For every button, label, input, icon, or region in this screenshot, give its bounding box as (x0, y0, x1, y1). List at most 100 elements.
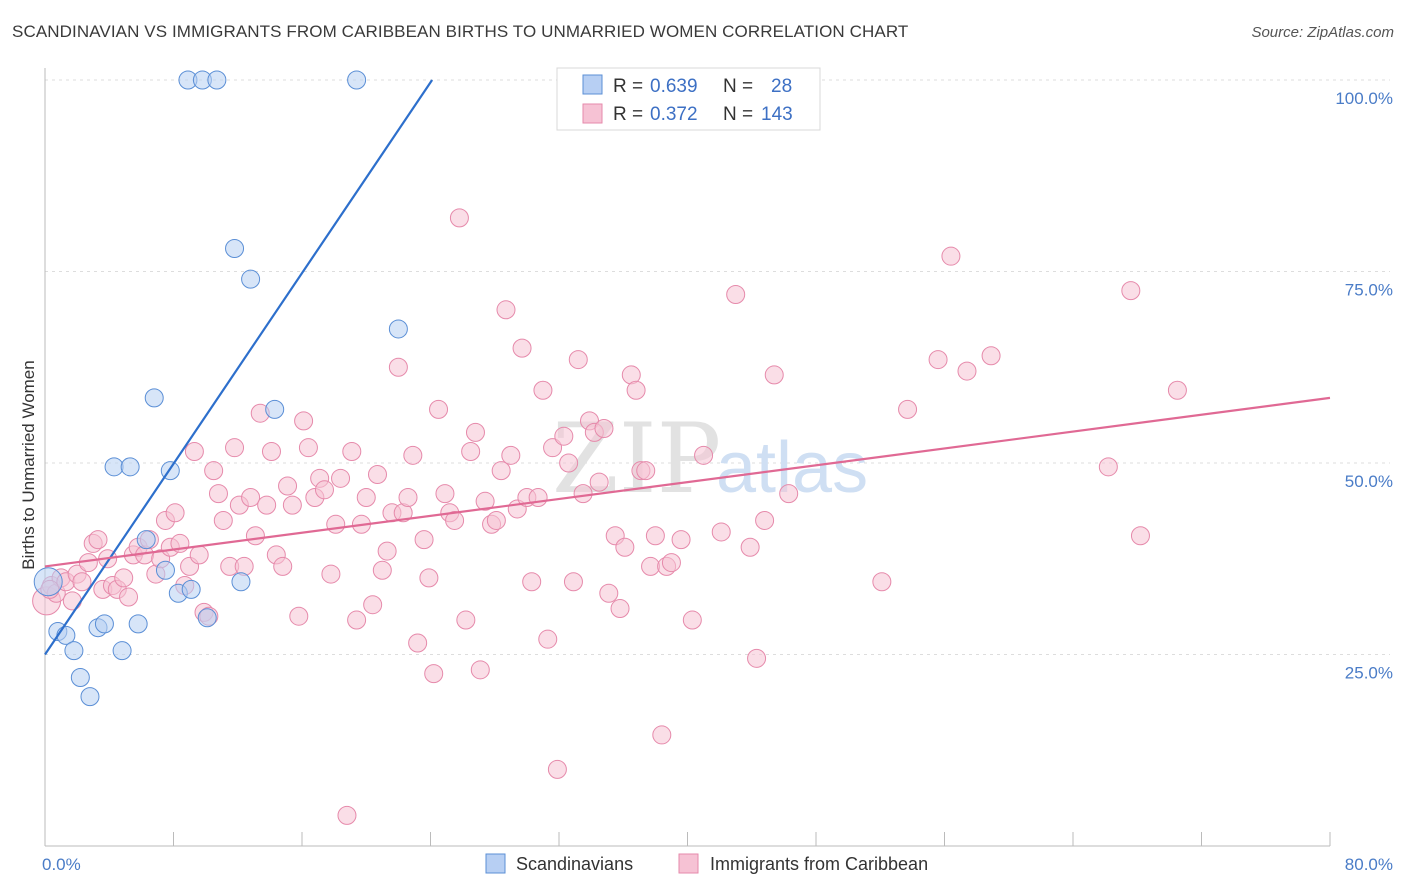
caribbean-trend-line (44, 396, 1331, 568)
scandinavians-point-0 (33, 567, 63, 597)
caribbean-point-59 (342, 442, 362, 462)
caribbean-point-55 (321, 564, 341, 584)
caribbean-point-100 (554, 426, 574, 446)
caribbean-point-139 (1121, 281, 1141, 301)
caribbean-point-7 (72, 572, 92, 592)
source-label: Source: ZipAtlas.com (1251, 24, 1394, 41)
caribbean-point-131 (779, 484, 799, 504)
caribbean-point-5 (62, 591, 82, 611)
x-tick-labels: 0.0% 80.0% (42, 855, 1393, 874)
caribbean-point-65 (372, 560, 392, 580)
caribbean-point-104 (573, 484, 593, 504)
scandinavians-point-22 (265, 399, 285, 419)
caribbean-point-137 (981, 346, 1001, 366)
scandinavians-point-25 (207, 70, 227, 90)
caribbean-point-63 (363, 595, 383, 615)
caribbean-point-133 (898, 399, 918, 419)
caribbean-point-56 (326, 514, 346, 534)
caribbean-point-121 (661, 553, 681, 573)
caribbean-point-39 (234, 556, 254, 576)
caribbean-point-10 (88, 530, 108, 550)
legend-series: Scandinavians Immigrants from Caribbean (485, 853, 928, 874)
caribbean-point-33 (204, 461, 224, 481)
caribbean-point-102 (563, 572, 583, 592)
caribbean-point-57 (331, 468, 351, 488)
caribbean-point-88 (491, 461, 511, 481)
caribbean-point-129 (755, 510, 775, 530)
scandinavians-point-17 (181, 579, 201, 599)
caribbean-point-103 (568, 350, 588, 370)
caribbean-point-111 (610, 599, 630, 619)
caribbean-point-73 (414, 530, 434, 550)
caribbean-point-41 (245, 526, 265, 546)
trend-lines (44, 79, 1331, 656)
y-tick-label-0: 100.0% (1335, 89, 1393, 108)
scandinavians-point-26 (347, 70, 367, 90)
caribbean-point-114 (626, 380, 646, 400)
caribbean-point-43 (257, 495, 277, 515)
caribbean-point-89 (496, 300, 516, 320)
scandinavians-point-14 (155, 560, 175, 580)
caribbean-point-122 (671, 530, 691, 550)
caribbean-point-128 (747, 648, 767, 668)
caribbean-point-101 (559, 453, 579, 473)
x-tick-label-max: 80.0% (1345, 855, 1393, 874)
legend-r-label-1: R = (613, 76, 643, 97)
scandinavians-point-11 (128, 614, 148, 634)
scandinavians-point-19 (225, 239, 245, 259)
caribbean-point-25 (165, 503, 185, 523)
caribbean-point-94 (522, 572, 542, 592)
scandinavians-point-13 (144, 388, 164, 408)
legend-blue-swatch (582, 74, 603, 95)
caribbean-point-46 (273, 556, 293, 576)
caribbean-point-76 (429, 399, 449, 419)
caribbean-point-141 (1167, 380, 1187, 400)
scandinavians-point-7 (94, 614, 114, 634)
y-tick-labels: 100.0% 75.0% 50.0% 25.0% (1335, 89, 1393, 683)
scandinavians-point-27 (388, 319, 408, 339)
y-tick-label-3: 25.0% (1345, 664, 1393, 683)
caribbean-point-124 (694, 445, 714, 465)
caribbean-point-83 (465, 422, 485, 442)
caribbean-point-15 (114, 568, 134, 588)
caribbean-point-48 (282, 495, 302, 515)
caribbean-point-134 (928, 350, 948, 370)
caribbean-point-109 (599, 583, 619, 603)
scandinavians-point-8 (104, 457, 124, 477)
scandinavians-point-18 (197, 608, 217, 628)
legend-n-value-2: 143 (761, 104, 793, 125)
caribbean-point-79 (445, 510, 465, 530)
caribbean-point-40 (241, 487, 261, 507)
caribbean-point-80 (449, 208, 469, 228)
caribbean-point-99 (547, 759, 567, 779)
caribbean-point-87 (486, 510, 506, 530)
caribbean-point-58 (337, 805, 357, 825)
y-tick-label-1: 75.0% (1345, 281, 1393, 300)
caribbean-point-49 (289, 606, 309, 626)
caribbean-point-37 (225, 438, 245, 458)
caribbean-point-97 (538, 629, 558, 649)
caribbean-point-108 (594, 419, 614, 439)
caribbean-point-66 (377, 541, 397, 561)
caribbean-point-132 (872, 572, 892, 592)
legend-r-value-1: 0.639 (650, 76, 698, 97)
caribbean-point-51 (298, 438, 318, 458)
scandinavians-point-5 (80, 687, 100, 707)
x-tick-label-min: 0.0% (42, 855, 81, 874)
caribbean-point-77 (435, 484, 455, 504)
caribbean-point-95 (528, 487, 548, 507)
caribbean-point-35 (213, 510, 233, 530)
series-immigrants-from-caribbean (32, 208, 1187, 825)
caribbean-point-75 (424, 664, 444, 684)
legend-r-value-2: 0.372 (650, 104, 698, 125)
legend-n-value-1: 28 (771, 76, 792, 97)
legend-n-label-1: N = (723, 76, 753, 97)
legend-scandinavians-swatch (485, 853, 506, 874)
caribbean-point-71 (403, 445, 423, 465)
caribbean-point-118 (645, 526, 665, 546)
scandinavians-point-3 (64, 641, 84, 661)
y-tick-label-2: 50.0% (1345, 472, 1393, 491)
legend-n-label-2: N = (723, 104, 753, 125)
caribbean-point-130 (764, 365, 784, 385)
